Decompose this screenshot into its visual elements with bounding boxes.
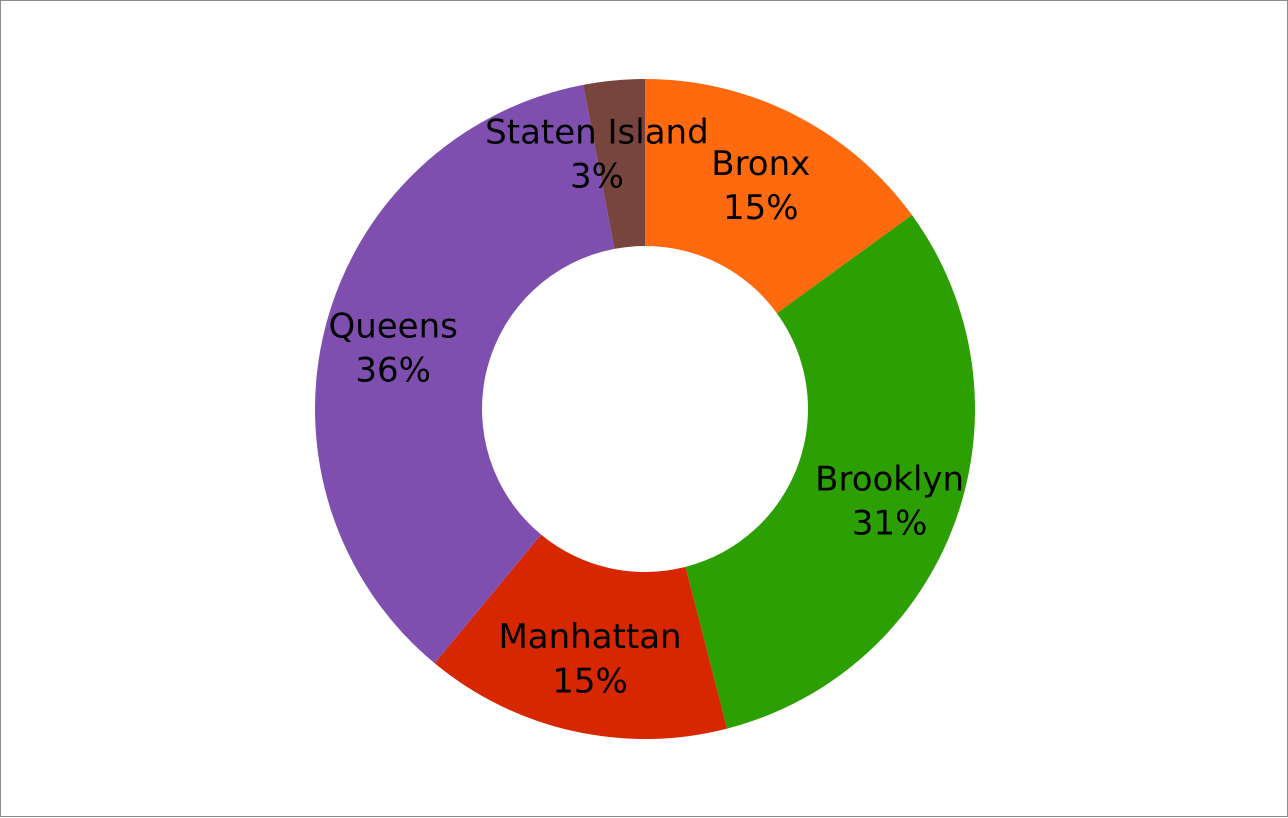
- data-label-percent: 15%: [552, 661, 628, 701]
- data-label-staten-island: Staten Island 3%: [485, 112, 709, 196]
- data-label-brooklyn: Brooklyn 31%: [815, 459, 964, 543]
- data-label-percent: 36%: [355, 351, 431, 391]
- data-label-percent: 3%: [570, 156, 624, 196]
- data-label-queens: Queens 36%: [328, 307, 457, 391]
- data-label-category: Bronx: [711, 144, 810, 184]
- slice-manhattan: [434, 534, 728, 740]
- data-label-category: Staten Island: [485, 112, 709, 152]
- data-label-bronx: Bronx 15%: [711, 144, 810, 228]
- data-label-percent: 31%: [852, 503, 928, 543]
- slice-staten-island: [583, 79, 645, 249]
- labels-group: Bronx 15%Brooklyn 31%Manhattan 15%Queens 36%…: [328, 112, 964, 701]
- slice-queens: [315, 84, 615, 664]
- data-label-percent: 15%: [723, 188, 799, 228]
- data-label-category: Brooklyn: [815, 459, 964, 499]
- slice-bronx: [645, 79, 912, 314]
- slices-group: [315, 79, 976, 740]
- data-label-category: Manhattan: [498, 617, 681, 657]
- data-label-manhattan: Manhattan 15%: [498, 617, 681, 701]
- slice-brooklyn: [685, 215, 976, 729]
- data-label-category: Queens: [328, 307, 457, 347]
